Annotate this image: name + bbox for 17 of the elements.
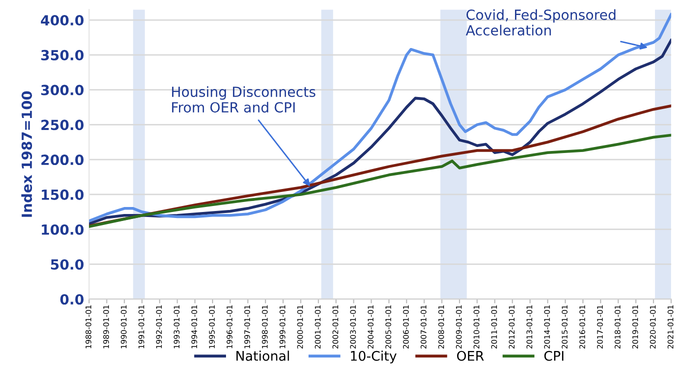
y-tick-label: 0.0	[60, 294, 84, 305]
legend-label: National	[236, 350, 289, 361]
y-tick-label: 250.0	[41, 120, 84, 130]
y-tick-label: 300.0	[41, 84, 84, 96]
legend-label: OER	[457, 350, 484, 361]
annotation: Housing Disconnects From OER and CPI	[172, 86, 316, 113]
y-tick-label: 350.0	[41, 50, 84, 60]
y-tick-label: 150.0	[42, 189, 84, 200]
legend-label: CPI	[544, 350, 564, 361]
y-tick-label: 400.0	[40, 15, 84, 26]
y-axis-title: Index 1987=100	[21, 91, 32, 217]
line-series	[89, 134, 672, 228]
y-tick-label: 50.0	[51, 259, 84, 270]
legend-label: 10-City	[350, 350, 397, 364]
y-tick-label: 200.0	[41, 154, 84, 166]
annotation: Covid, Fed-Sponsored Acceleration	[466, 9, 616, 36]
y-tick-label: 100.0	[42, 224, 84, 235]
